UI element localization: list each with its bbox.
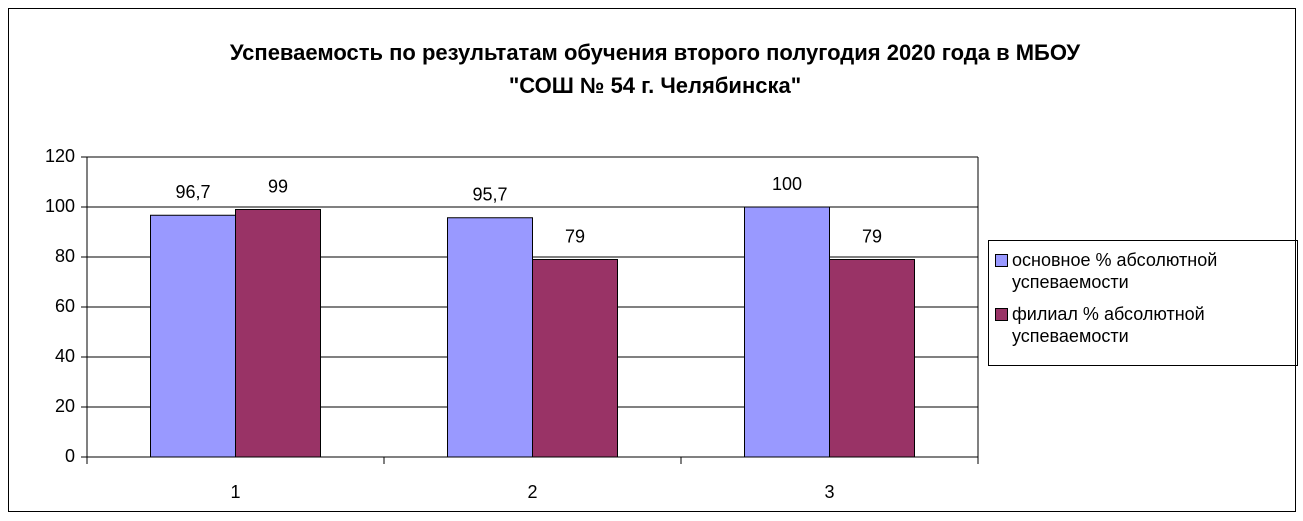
value-label: 79	[862, 226, 882, 246]
legend-label: основное % абсолютной успеваемости	[1012, 250, 1218, 292]
y-tick-label: 60	[55, 296, 75, 316]
value-label: 96,7	[175, 182, 210, 202]
value-label: 79	[565, 226, 585, 246]
legend-swatch	[995, 254, 1008, 267]
legend: основное % абсолютной успеваемости филиал…	[988, 240, 1298, 366]
legend-item: основное % абсолютной успеваемости	[995, 249, 1291, 293]
bar	[447, 217, 533, 458]
y-tick-label: 100	[45, 196, 75, 216]
chart-border	[8, 8, 1296, 512]
value-label: 100	[772, 174, 802, 194]
y-tick-label: 20	[55, 396, 75, 416]
value-label: 99	[268, 176, 288, 196]
bar	[150, 214, 236, 458]
legend-item: филиал % абсолютной успеваемости	[995, 303, 1291, 347]
chart-title: Успеваемость по результатам обучения вто…	[229, 40, 1081, 98]
y-tick-label: 0	[65, 446, 75, 466]
y-tick-label: 40	[55, 346, 75, 366]
bar	[532, 259, 618, 458]
x-tick-label: 2	[527, 482, 537, 502]
y-tick-label: 120	[45, 146, 75, 166]
bar	[829, 259, 915, 458]
value-label: 95,7	[472, 185, 507, 205]
x-tick-label: 1	[230, 482, 240, 502]
bar	[744, 206, 830, 458]
legend-label: филиал % абсолютной успеваемости	[1012, 304, 1205, 346]
x-tick-label: 3	[824, 482, 834, 502]
legend-swatch	[995, 308, 1008, 321]
bar	[235, 209, 321, 458]
y-tick-label: 80	[55, 246, 75, 266]
